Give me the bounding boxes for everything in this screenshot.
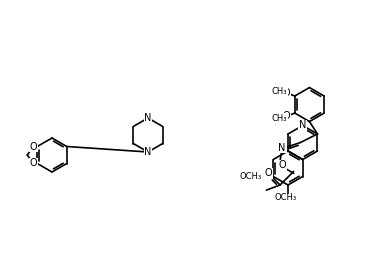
Text: N: N <box>279 143 286 153</box>
Text: CH₃: CH₃ <box>272 114 287 123</box>
Text: N: N <box>299 120 307 130</box>
Text: N: N <box>144 147 152 157</box>
Text: OCH₃: OCH₃ <box>239 172 261 181</box>
Text: O: O <box>278 160 286 170</box>
Text: CH₃: CH₃ <box>272 87 287 96</box>
Text: OCH₃: OCH₃ <box>275 193 297 201</box>
Text: O: O <box>283 88 290 98</box>
Text: O: O <box>283 111 290 121</box>
Text: O: O <box>265 168 272 178</box>
Text: N: N <box>144 113 152 123</box>
Text: O: O <box>29 141 37 151</box>
Text: O: O <box>29 158 37 168</box>
